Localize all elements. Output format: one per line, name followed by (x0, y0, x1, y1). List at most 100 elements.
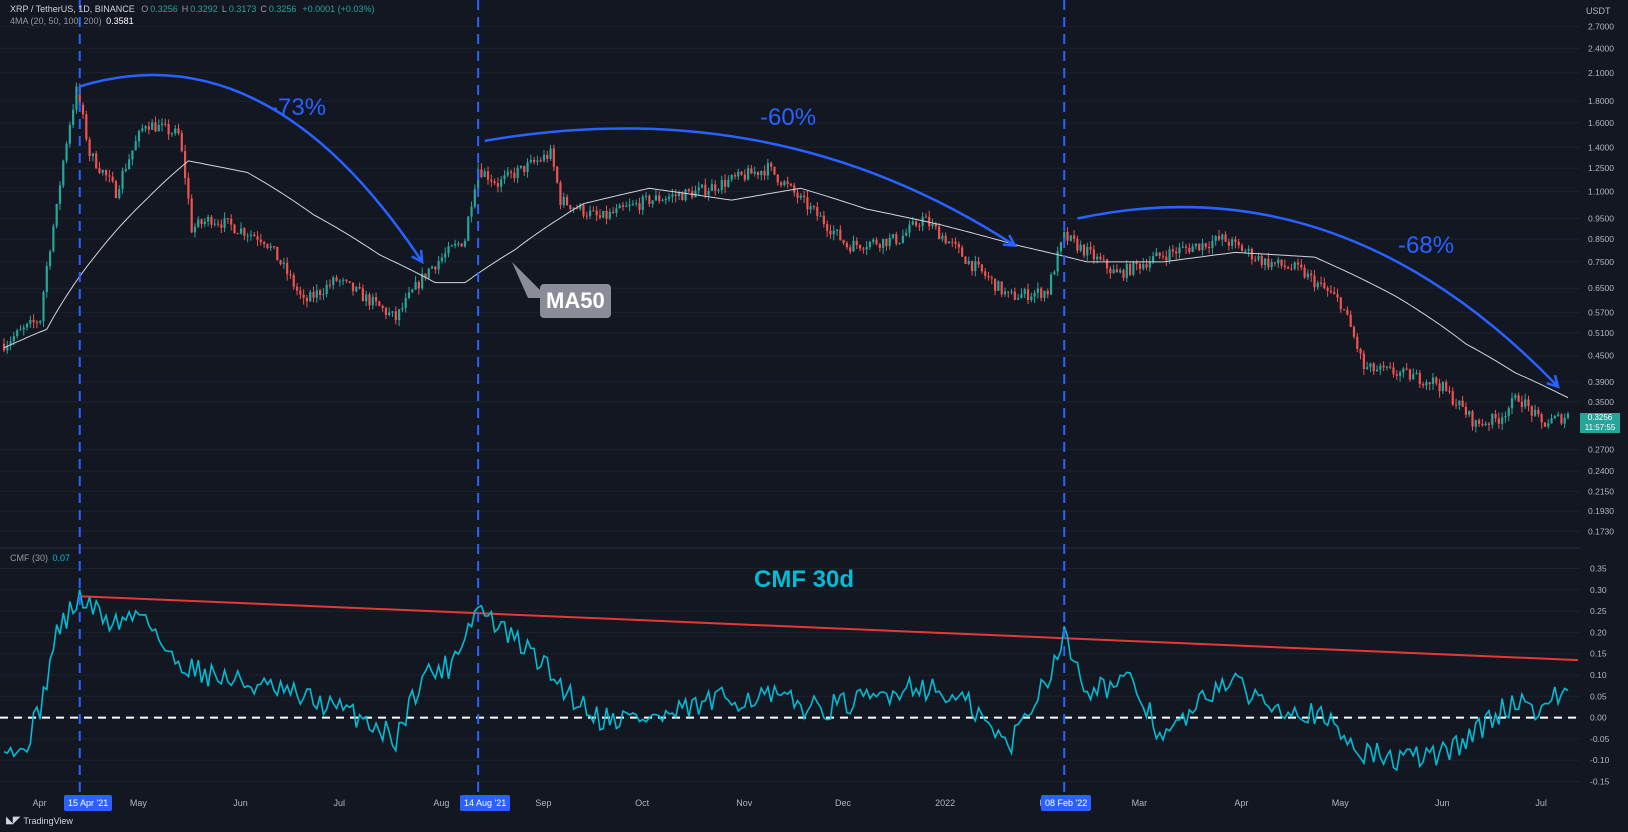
candle-body (32, 320, 35, 323)
candle-body (908, 224, 911, 233)
candle-body (48, 251, 52, 267)
drop-arc (484, 127, 1016, 247)
candle-body (453, 243, 457, 246)
candle-body (332, 277, 335, 286)
candle-body (1408, 369, 1412, 380)
candle-body (506, 171, 509, 176)
candle-body (1448, 390, 1451, 392)
candle-body (16, 330, 19, 337)
vertical-marker-lines (78, 0, 1066, 795)
candle-body (401, 307, 404, 310)
candle-body (1352, 326, 1356, 337)
candle-body (309, 292, 312, 302)
candle-body (648, 195, 651, 205)
time-tick-label: Jul (1535, 798, 1547, 808)
candle-body (542, 154, 546, 161)
candle-body (1398, 372, 1402, 376)
candle-body (1277, 259, 1280, 264)
candle-body (226, 218, 229, 220)
candle-body (842, 240, 845, 244)
candle-body (2, 343, 6, 351)
candle-body (684, 189, 687, 201)
time-axis[interactable]: AprMayJunJulAugSepOctNovDec2022FebMarApr… (33, 798, 1547, 808)
candle-body (193, 226, 197, 233)
candle-body (872, 239, 875, 242)
candle-body (243, 228, 246, 236)
candle-body (75, 86, 78, 110)
candle-body (1208, 247, 1211, 249)
ma-indicator-header[interactable]: 4MA (20, 50, 100, 200) 0.3581 (10, 16, 134, 26)
candle-body (1056, 251, 1059, 272)
ma50-line (3, 160, 1569, 399)
cmf-indicator-name: CMF (30) (10, 553, 48, 563)
candle-body (546, 154, 549, 159)
candle-body (737, 171, 740, 177)
candle-body (52, 226, 55, 252)
cmf-axis[interactable]: 0.35 0.30 0.25 0.20 0.15 0.10 0.05 0.00 -0.05 -0.… (1590, 564, 1610, 787)
ohlc-value: 0.3256 (268, 4, 297, 14)
candle-body (1540, 414, 1543, 423)
candle-body (440, 257, 444, 262)
candle-body (1076, 238, 1079, 251)
tradingview-logo-icon: ◣◤ (6, 815, 20, 826)
time-tick-label: 2022 (935, 798, 955, 808)
candle-body (108, 175, 111, 177)
price-axis[interactable]: 2.7000 2.4000 2.1000 1.8000 1.6000 1.4000 1.25… (1588, 22, 1614, 537)
candle-body (62, 160, 65, 186)
candle-body (213, 223, 216, 225)
cmf-indicator-header[interactable]: CMF (30) 0.07 (10, 553, 70, 563)
candle-body (1464, 406, 1468, 415)
candle-body (128, 159, 131, 170)
price-tick-label: 1.2500 (1588, 163, 1614, 173)
candle-body (1105, 259, 1109, 269)
footer-branding[interactable]: ◣◤ TradingView (6, 815, 73, 826)
candle-body (1026, 289, 1030, 301)
candle-body (661, 200, 664, 202)
candle-body (694, 190, 697, 198)
candle-body (1359, 348, 1362, 354)
price-tick-label: 0.3900 (1588, 377, 1614, 387)
candle-body (157, 125, 160, 132)
candle-body (1389, 366, 1392, 368)
candle-body (81, 104, 85, 115)
candle-body (961, 247, 964, 257)
candle-body (467, 216, 470, 241)
ohlc-value: 0.3256 (150, 4, 178, 14)
candle-body (509, 171, 513, 173)
ma50-path (3, 160, 1569, 399)
candle-body (1504, 416, 1507, 418)
candle-body (770, 163, 773, 167)
candle-body (1445, 382, 1448, 391)
candle-body (1520, 401, 1524, 407)
drop-arcs (79, 73, 1560, 389)
candle-body (849, 247, 852, 252)
candle-body (371, 296, 374, 306)
candle-body (58, 185, 62, 204)
cmf-path (3, 589, 1569, 772)
drop2-label: -60% (760, 104, 817, 131)
cmf-tick-label: 0.20 (1590, 627, 1607, 637)
candle-body (951, 241, 954, 243)
candle-body (1089, 246, 1092, 250)
time-tick-label: May (130, 798, 148, 808)
candle-body (875, 239, 878, 245)
candle-body (862, 248, 865, 250)
candle-body (358, 286, 361, 289)
candle-body (799, 195, 802, 198)
candle-body (1537, 409, 1540, 415)
cmf-tick-label: 0.25 (1590, 606, 1607, 616)
time-tick-label: Nov (736, 798, 753, 808)
candle-body (470, 206, 473, 217)
candle-body (776, 174, 779, 183)
candle-body (25, 323, 29, 328)
candle-body (1326, 288, 1329, 291)
candle-body (855, 240, 858, 246)
candle-body (1231, 239, 1234, 246)
candle-body (924, 216, 928, 218)
candle-body (368, 294, 371, 306)
candle-body (572, 207, 575, 210)
candle-body (858, 245, 862, 249)
symbol-header[interactable]: XRP / TetherUS, 1D, BINANCE O 0.3256 H 0.32… (10, 4, 374, 14)
candle-body (559, 182, 562, 206)
